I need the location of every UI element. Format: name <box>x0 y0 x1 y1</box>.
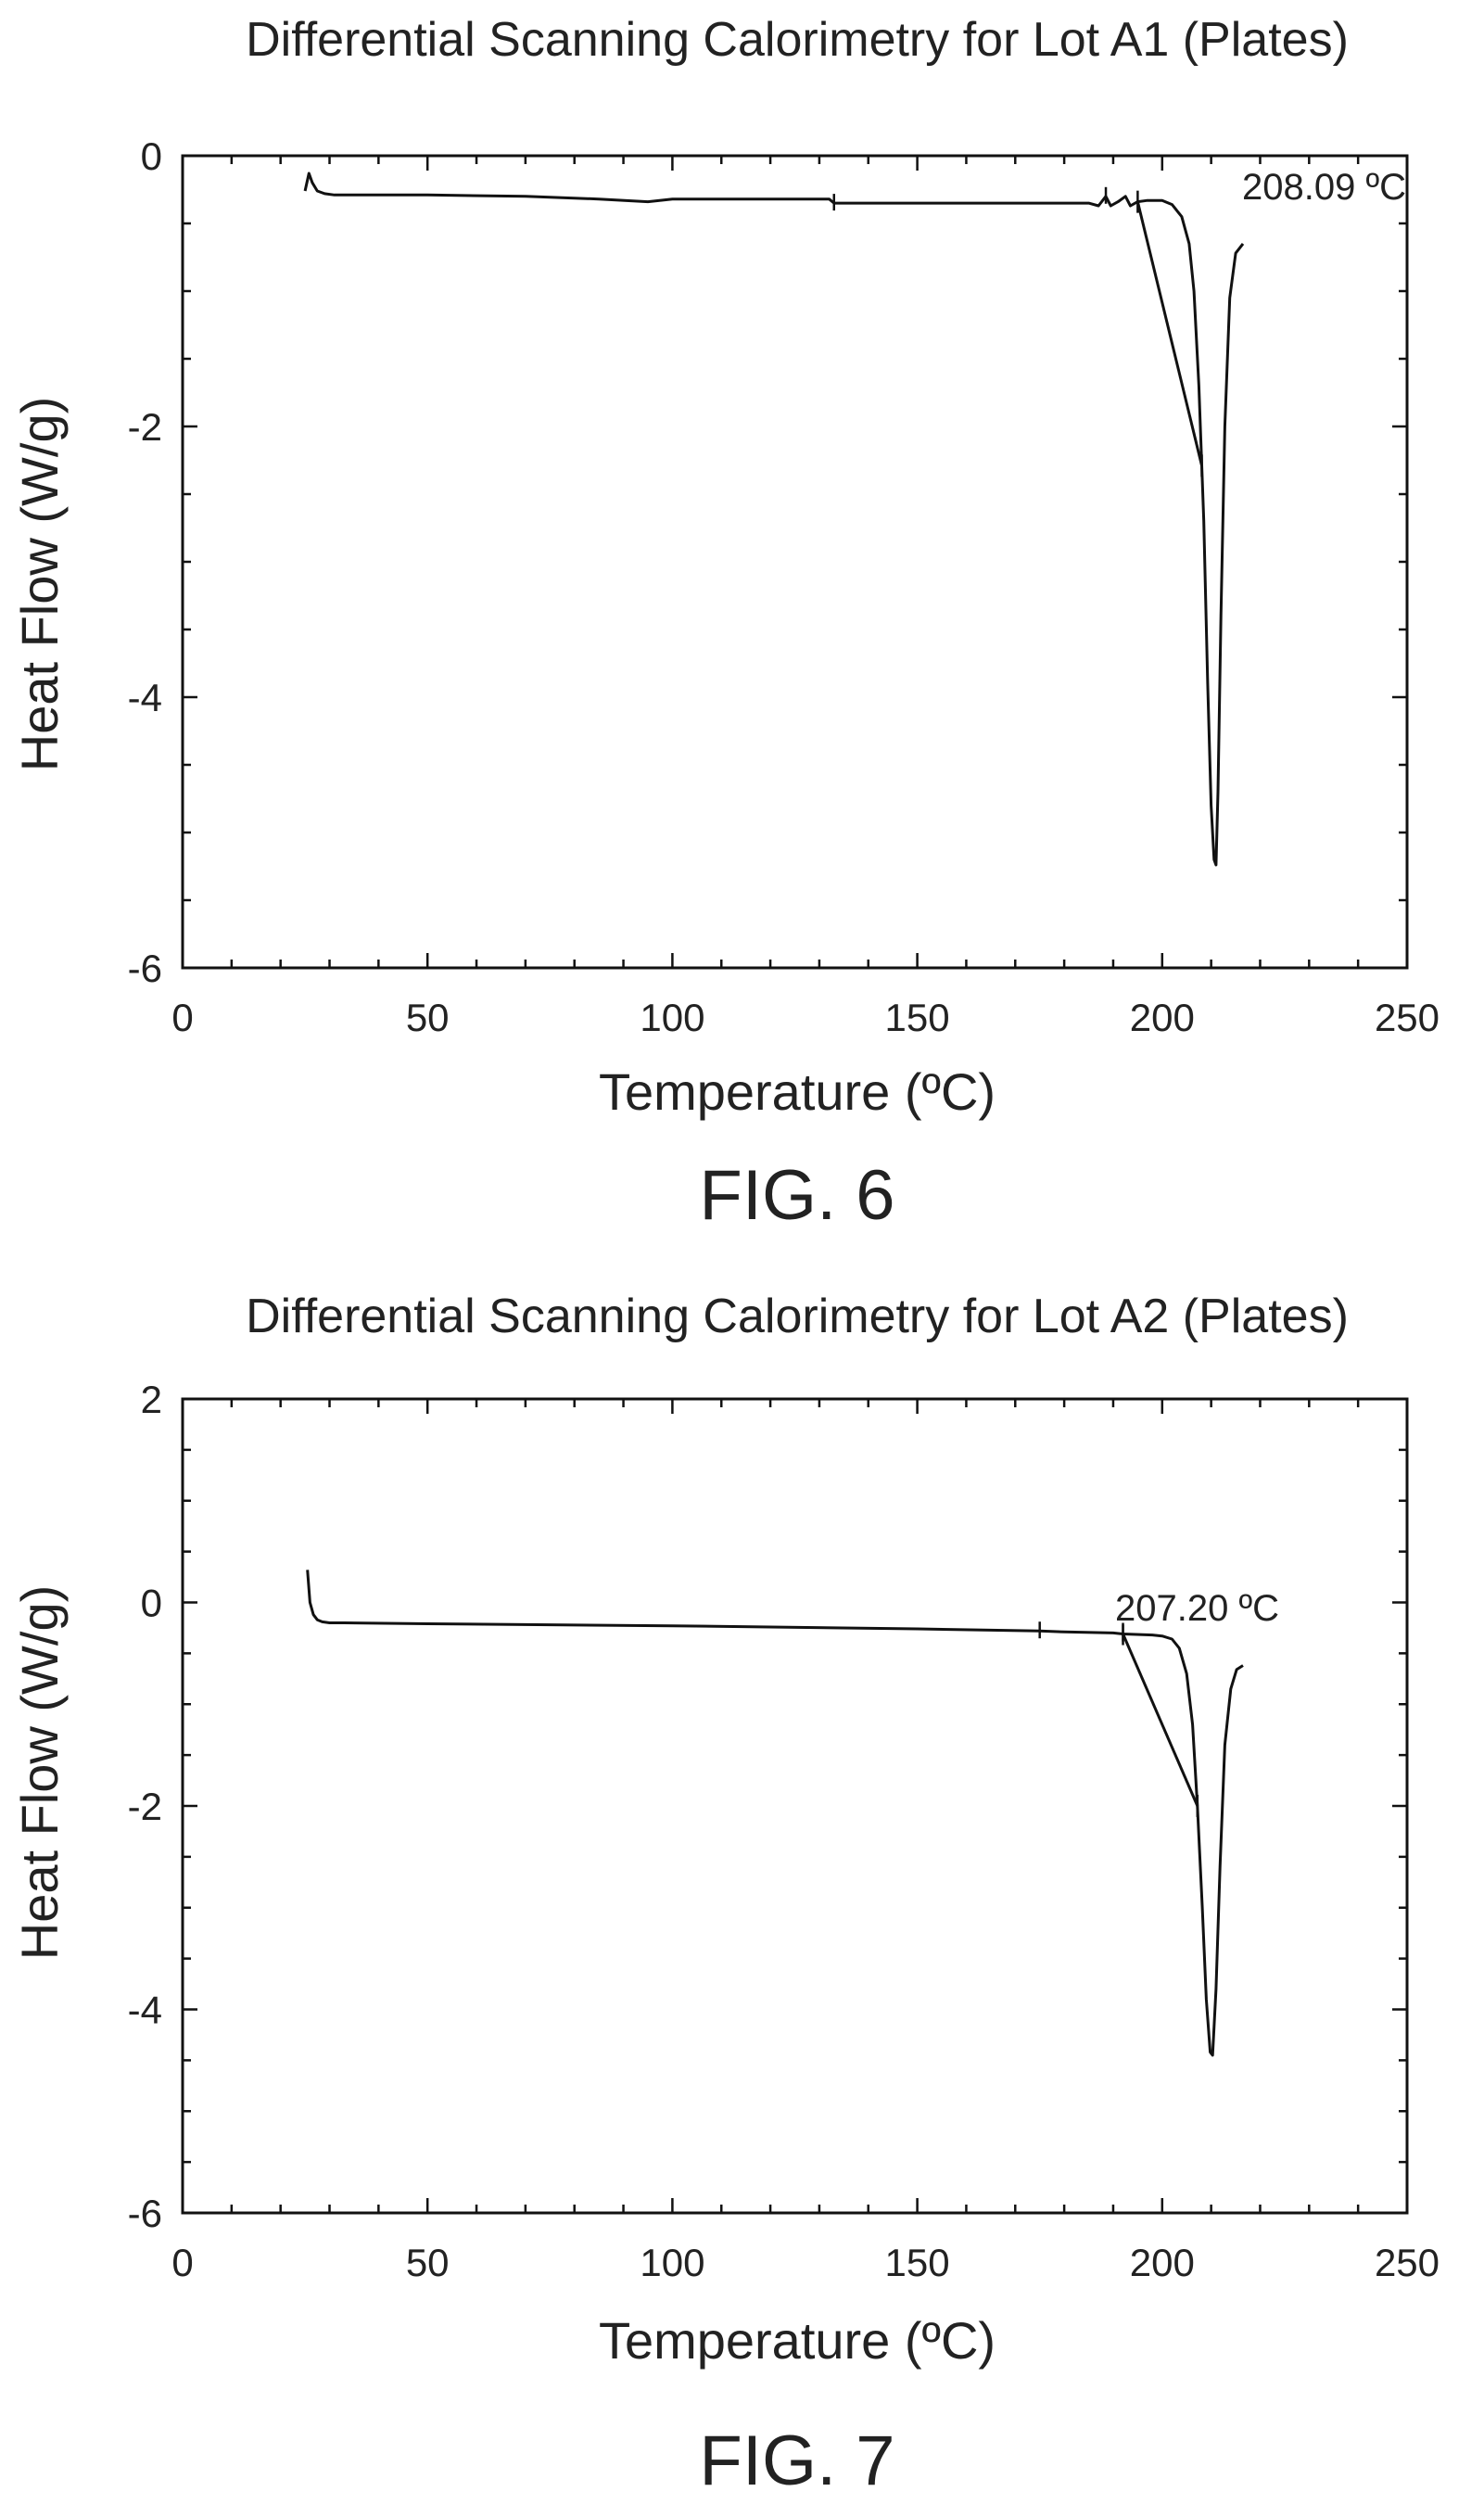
x-tick-label: 0 <box>171 996 193 1039</box>
y-axis-title: Heat Flow (W/g) <box>10 1585 69 1961</box>
figure-caption: FIG. 6 <box>699 1156 894 1235</box>
chart-title: Differential Scanning Calorimetry for Lo… <box>246 1290 1349 1343</box>
axes: 0 50 100 150 200 250 2 0 -2 -4 -6 <box>128 1378 1440 2284</box>
heat-flow-series-line <box>303 172 1245 867</box>
x-tick-label: 100 <box>640 996 704 1039</box>
figure-caption: FIG. 7 <box>699 2422 894 2500</box>
y-axis-title: Heat Flow (W/g) <box>10 397 69 772</box>
peak-temperature-annotation: 208.09 ºC <box>1242 167 1406 208</box>
chart-title: Differential Scanning Calorimetry for Lo… <box>246 13 1349 67</box>
heat-flow-series-line <box>306 1570 1244 2057</box>
onset-baseline <box>1122 1633 1199 1807</box>
y-tick-label: -4 <box>128 1989 162 2032</box>
y-tick-label: -2 <box>128 1785 162 1828</box>
dsc-chart-lot-a1: Differential Scanning Calorimetry for Lo… <box>10 13 1440 1235</box>
y-tick-label: -2 <box>128 405 162 449</box>
y-tick-label: 0 <box>141 1582 162 1625</box>
x-tick-label: 150 <box>885 2241 950 2284</box>
x-axis-title: Temperature (ºC) <box>599 1062 996 1121</box>
x-tick-label: 100 <box>640 2241 704 2284</box>
chart-panel-fig7: Differential Scanning Calorimetry for Lo… <box>0 1258 1484 2516</box>
onset-baseline <box>1135 201 1204 466</box>
y-tick-label: 2 <box>141 1378 162 1421</box>
x-tick-label: 150 <box>885 996 950 1039</box>
y-tick-label: 0 <box>141 134 162 178</box>
x-tick-label: 50 <box>406 996 450 1039</box>
y-tick-label: -4 <box>128 676 162 719</box>
x-tick-label: 200 <box>1130 2241 1195 2284</box>
series-layer <box>303 172 1245 867</box>
x-axis-title: Temperature (ºC) <box>599 2311 996 2370</box>
x-tick-label: 0 <box>171 2241 193 2284</box>
series-layer <box>306 1570 1244 2057</box>
x-tick-label: 250 <box>1375 996 1440 1039</box>
y-tick-label: -6 <box>128 2192 162 2235</box>
x-tick-label: 50 <box>406 2241 450 2284</box>
axes: 0 50 100 150 200 250 0 -2 -4 -6 <box>128 134 1440 1039</box>
x-tick-label: 250 <box>1375 2241 1440 2284</box>
peak-temperature-annotation: 207.20 ºC <box>1115 1588 1279 1629</box>
chart-panel-fig6: Differential Scanning Calorimetry for Lo… <box>0 0 1484 1258</box>
y-tick-label: -6 <box>128 947 162 990</box>
x-tick-label: 200 <box>1130 996 1195 1039</box>
dsc-chart-lot-a2: Differential Scanning Calorimetry for Lo… <box>10 1290 1440 2500</box>
